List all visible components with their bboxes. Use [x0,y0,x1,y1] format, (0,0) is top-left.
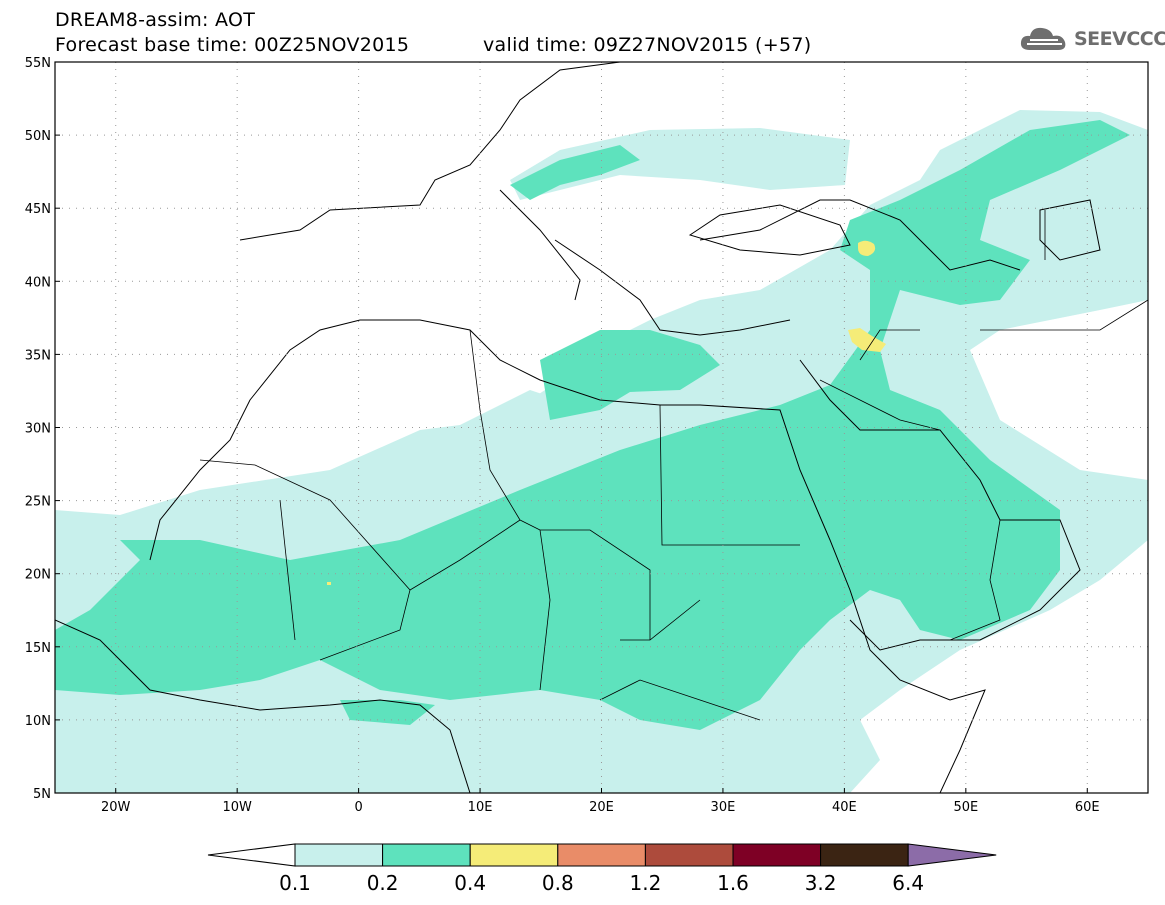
coastline-africa [149,319,986,793]
colorbar-label: 6.4 [892,871,924,895]
aot-field-0.2 [340,700,435,725]
aot-field-0.1 [510,128,850,200]
colorbar-box [382,843,471,867]
country-borders [199,210,1148,721]
lat-tick-label: 10N [25,714,51,729]
colorbar-box [294,843,384,867]
border [540,404,800,640]
colorbar-labels: 0.1 0.2 0.4 0.8 1.2 1.6 3.2 6.4 [279,871,924,895]
coastline-europe [239,62,1021,336]
colorbar-label: 0.2 [367,871,399,895]
lon-tick-label: 20W [101,800,131,815]
colorbar-box [557,843,646,867]
forecast-base-time: Forecast base time: 00Z25NOV2015 [55,34,410,56]
coastline-caspian [1039,199,1101,261]
border [469,329,551,691]
colorbar-under-triangle [207,843,296,867]
lat-tick-label: 25N [25,495,51,510]
colorbar-label: 1.6 [717,871,749,895]
lat-tick-label: 30N [25,422,51,437]
colorbar-box [732,843,822,867]
aot-field-0.4 [327,582,331,585]
lon-axis: 20W 10W 0 10E 20E 30E 40E 50E 60E [101,788,1100,815]
border [279,499,541,641]
colorbar-boxes [207,843,997,867]
colorbar-box [644,843,734,867]
border [599,599,761,721]
lat-tick-label: 35N [25,348,51,363]
logo-text: SEEVCCC [1074,28,1165,50]
lon-tick-label: 10E [468,800,493,815]
border [819,329,941,431]
colorbar-over-triangle [907,843,997,867]
colorbar-label: 0.1 [279,871,311,895]
lat-tick-label: 15N [25,641,51,656]
aot-field-0.2 [540,330,720,420]
lat-tick-label: 5N [33,787,51,802]
seevccc-logo: SEEVCCC [1018,24,1165,54]
aot-fields [55,62,1148,793]
aot-field-0.4 [848,328,886,352]
lat-axis: 55N 50N 45N 40N 35N 30N 25N 20N 15N 10N 5N [25,56,60,802]
map-gridlines [55,62,1148,793]
lat-tick-label: 40N [25,275,51,290]
coastline-arabia [799,359,1081,651]
aot-field-0.2 [510,145,640,200]
lon-tick-label: 10W [222,800,252,815]
lat-tick-label: 50N [25,129,51,144]
lat-tick-label: 45N [25,202,51,217]
valid-time: valid time: 09Z27NOV2015 (+57) [483,34,812,56]
lon-tick-label: 20E [589,800,614,815]
lat-tick-label: 20N [25,568,51,583]
lat-tick-label: 55N [25,56,51,71]
aot-field-0.4 [858,240,876,256]
colorbar-label: 0.8 [542,871,574,895]
lon-tick-label: 60E [1075,800,1100,815]
coastline-blacksea [688,204,851,256]
lon-tick-label: 50E [953,800,978,815]
border [949,519,1001,641]
lon-tick-label: 0 [354,800,362,815]
coastline-westafrica [55,619,471,793]
aot-field-0.2 [55,120,1130,730]
coastlines [55,62,1101,793]
lon-tick-label: 30E [711,800,736,815]
cloud-icon [1020,27,1066,50]
chart-title: DREAM8-assim: AOT [55,9,256,31]
colorbar-label: 3.2 [805,871,837,895]
colorbar-label: 1.2 [629,871,661,895]
colorbar-box [469,843,559,867]
border [980,210,1148,331]
lon-tick-label: 40E [832,800,857,815]
border [199,459,411,661]
colorbar-box [820,843,909,867]
colorbar-label: 0.4 [454,871,486,895]
